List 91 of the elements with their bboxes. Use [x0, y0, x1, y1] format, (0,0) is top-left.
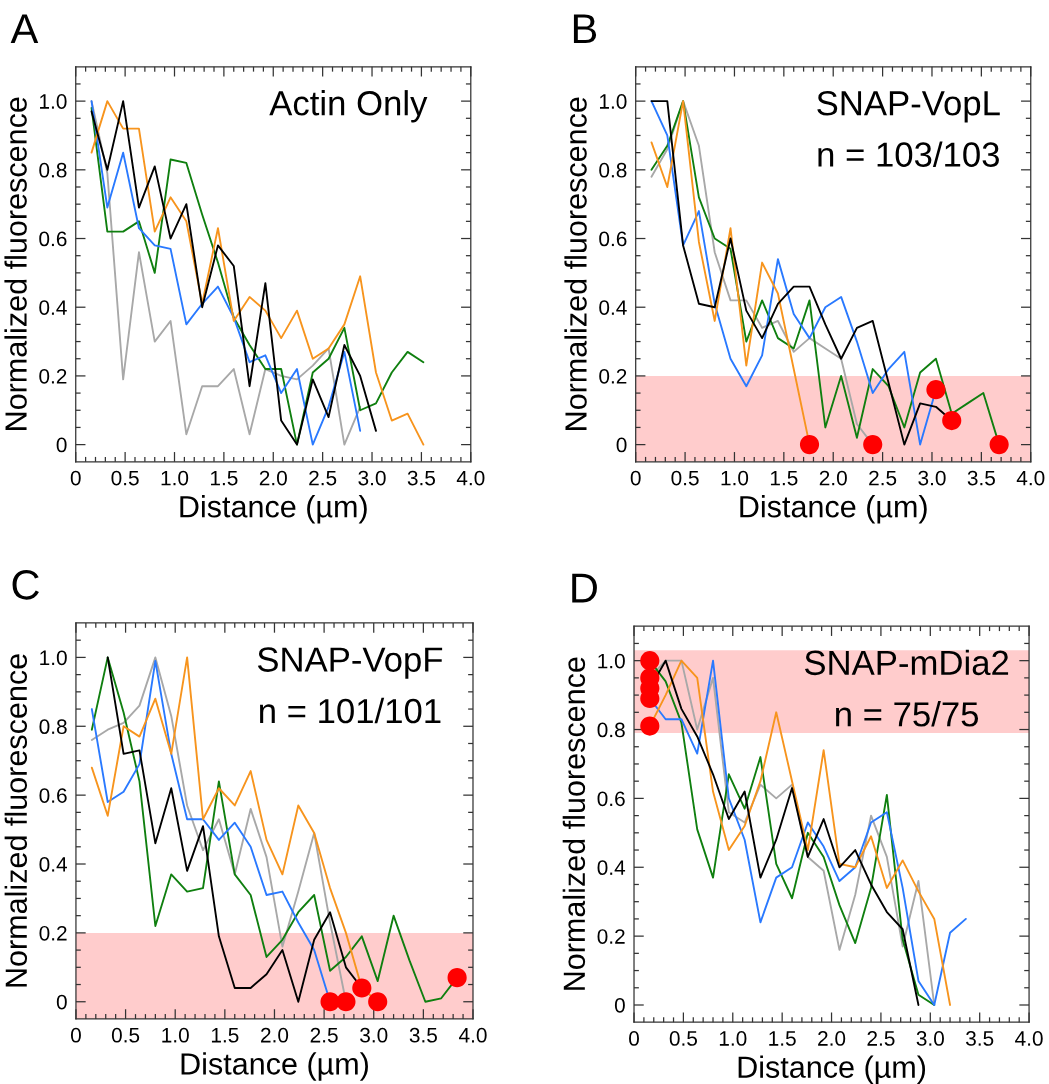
annotation: Actin Only — [269, 90, 428, 123]
annotation: n = 103/103 — [818, 141, 999, 167]
x-tick-label: 3.5 — [409, 1027, 437, 1043]
x-tick-label: 1.5 — [769, 1031, 796, 1046]
point — [799, 435, 820, 455]
y-tick-label: 0.4 — [39, 857, 68, 872]
x-tick-label: 3.0 — [358, 470, 386, 486]
point — [447, 968, 467, 988]
x-tick-label: 0 — [70, 1027, 81, 1043]
x-tick-label: 1.0 — [162, 1027, 189, 1043]
x-axis-title: Distance (µm) — [740, 495, 927, 524]
y-axis-title: Normalized fluorescence — [564, 97, 587, 430]
x-tick-label: 1.5 — [770, 470, 798, 486]
annotation: SNAP-mDia2 — [804, 649, 1009, 676]
y-tick-label: 0 — [614, 998, 625, 1013]
x-tick-label: 3.5 — [967, 470, 995, 486]
chart-title: C — [12, 570, 39, 600]
y-tick-label: 0.6 — [39, 788, 67, 803]
point — [640, 651, 660, 671]
chart-title: B — [573, 14, 597, 44]
x-tick-label: 0.5 — [111, 470, 139, 486]
x-tick-label: 4.0 — [458, 1027, 487, 1043]
y-tick-label: 0.6 — [597, 791, 625, 807]
y-tick-label: 0.4 — [39, 300, 67, 315]
x-tick-label: 3.0 — [918, 470, 946, 486]
annotation: SNAP-VopL — [817, 91, 1000, 123]
y-tick-label: 0.2 — [597, 929, 625, 944]
chart-title: A — [10, 14, 39, 44]
y-tick-label: 0.8 — [39, 162, 67, 178]
y-tick-label: 0.8 — [39, 719, 67, 735]
x-tick-label: 0 — [70, 470, 81, 486]
x-tick-label: 2.0 — [819, 470, 847, 486]
x-tick-label: 2.5 — [310, 1027, 338, 1043]
x-tick-label: 2.5 — [869, 470, 897, 486]
x-tick-label: 1.0 — [719, 1031, 747, 1046]
point — [926, 380, 946, 400]
x-tick-label: 2.5 — [309, 470, 337, 486]
x-tick-label: 0.5 — [111, 1027, 140, 1043]
x-tick-label: 0 — [630, 470, 641, 486]
y-tick-label: 1.0 — [599, 94, 627, 109]
point — [942, 410, 962, 431]
y-tick-label: 0.6 — [599, 231, 627, 247]
x-tick-label: 2.0 — [818, 1031, 846, 1046]
point — [352, 978, 372, 998]
x-tick-label: 0 — [629, 1031, 639, 1046]
chart-title: D — [572, 573, 597, 603]
y-tick-label: 0.8 — [599, 162, 627, 178]
x-tick-label: 4.0 — [1015, 1031, 1043, 1046]
x-tick-label: 3.0 — [360, 1027, 388, 1043]
x-tick-label: 1.5 — [211, 1028, 239, 1043]
point — [320, 992, 340, 1012]
y-tick-label: 1.0 — [40, 650, 67, 666]
x-axis-title: Distance (µm) — [180, 495, 367, 524]
x-tick-label: 3.0 — [916, 1031, 944, 1046]
annotation: n = 75/75 — [836, 701, 979, 727]
x-tick-label: 1.5 — [210, 470, 238, 486]
y-tick-label: 0 — [616, 437, 627, 453]
point — [336, 992, 356, 1012]
annotation: SNAP-VopF — [257, 647, 443, 679]
x-tick-label: 1.0 — [161, 470, 189, 486]
x-axis-title: Distance (µm) — [738, 1055, 926, 1084]
y-tick-label: 1.0 — [40, 94, 67, 109]
point — [863, 435, 883, 455]
y-axis-title: Normalized fluorescence — [562, 657, 586, 990]
y-tick-label: 0.4 — [597, 860, 626, 876]
y-tick-label: 0.2 — [39, 925, 67, 941]
point — [368, 992, 388, 1012]
x-tick-label: 4.0 — [1016, 470, 1045, 486]
x-tick-label: 3.5 — [966, 1031, 994, 1046]
y-tick-label: 0 — [56, 437, 67, 453]
x-tick-label: 0.5 — [671, 470, 699, 486]
x-tick-label: 1.0 — [721, 470, 749, 486]
y-tick-label: 0.6 — [39, 231, 67, 247]
point — [989, 435, 1009, 455]
x-tick-label: 2.0 — [259, 470, 287, 486]
x-tick-label: 0.5 — [669, 1031, 698, 1046]
y-axis-title: Normalized fluorescence — [4, 97, 27, 430]
x-tick-label: 2.5 — [867, 1031, 895, 1046]
y-tick-label: 1.0 — [598, 653, 625, 669]
y-tick-label: 0.8 — [597, 722, 625, 738]
y-tick-label: 0.2 — [39, 368, 67, 384]
y-tick-label: 0.2 — [599, 368, 627, 384]
x-tick-label: 4.0 — [456, 470, 485, 486]
point — [640, 716, 660, 736]
y-axis-title: Normalized fluorescence — [4, 654, 28, 987]
annotation: n = 101/101 — [260, 697, 441, 724]
y-tick-label: 0.4 — [599, 300, 627, 315]
y-tick-label: 0 — [56, 994, 67, 1010]
x-tick-label: 3.5 — [407, 470, 436, 486]
x-axis-title: Distance (µm) — [181, 1052, 368, 1081]
x-tick-label: 2.0 — [261, 1027, 289, 1043]
